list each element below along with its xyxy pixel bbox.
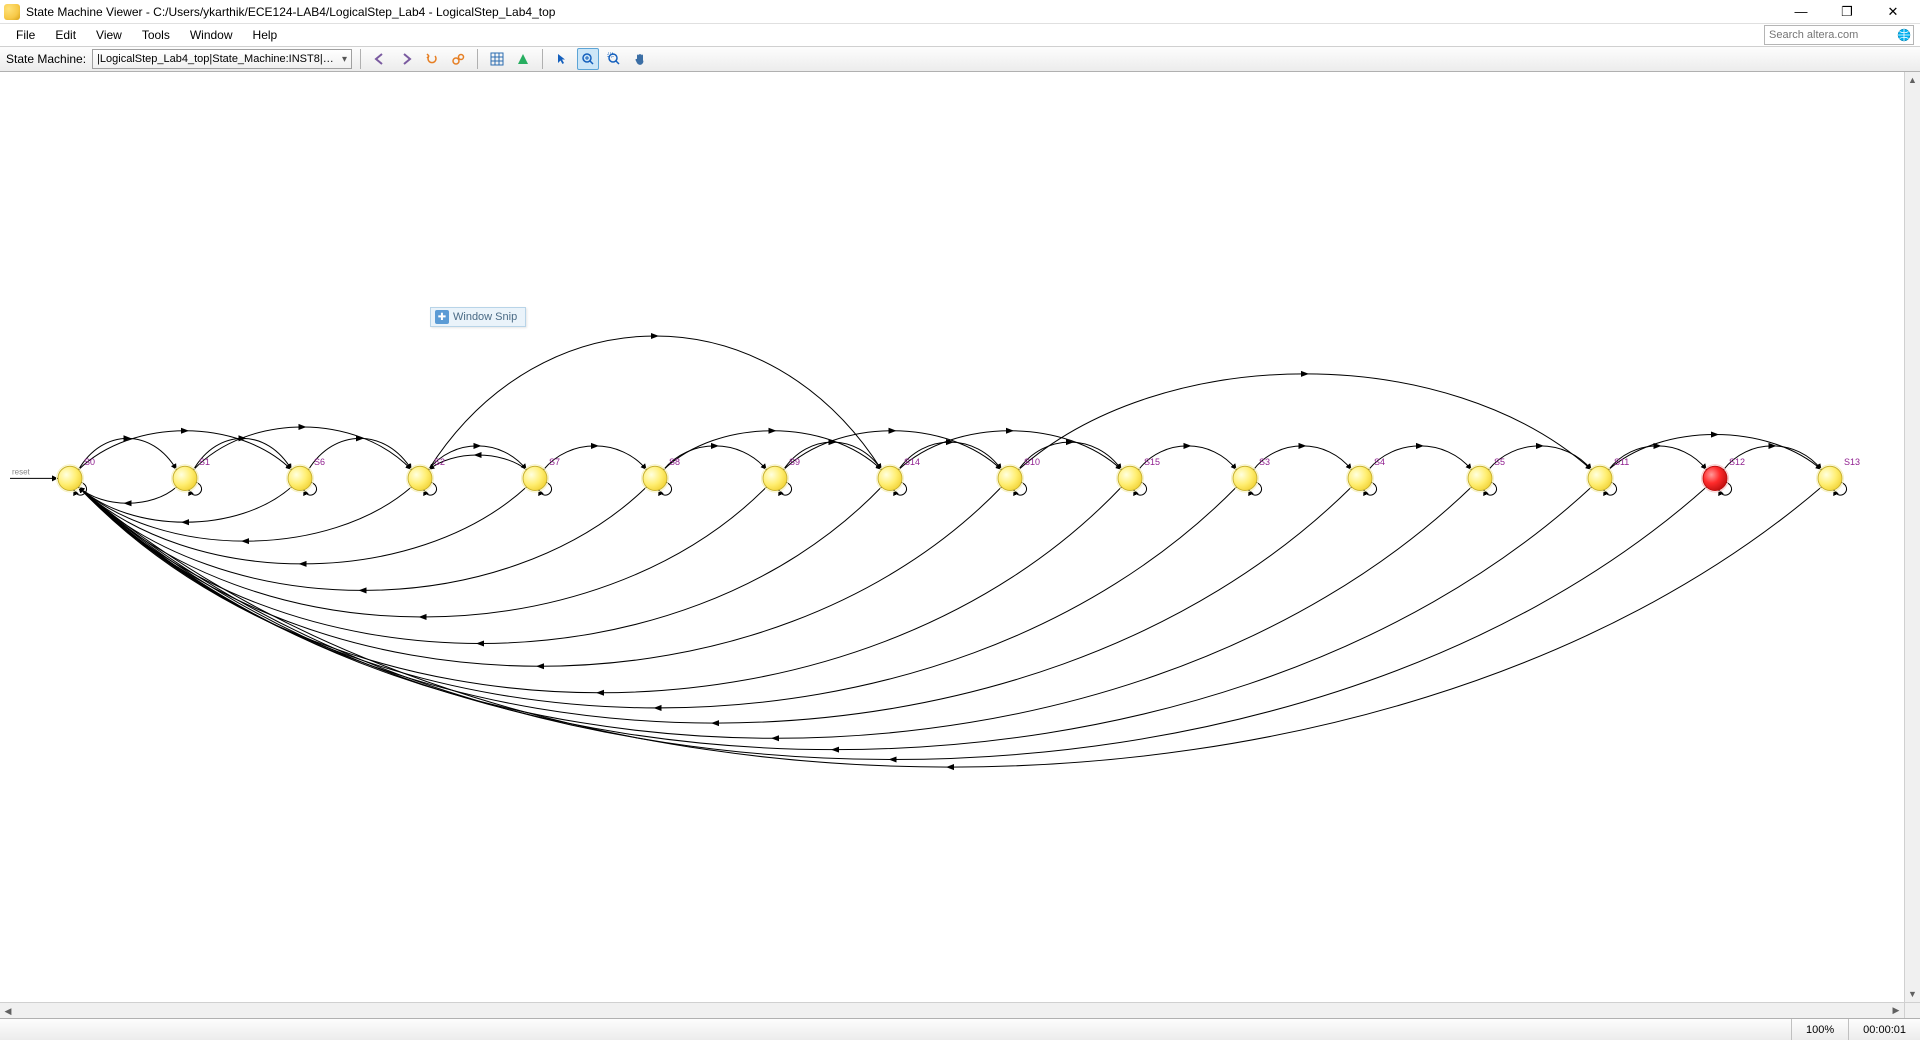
svg-text:S7: S7: [549, 457, 560, 467]
state-node-s10[interactable]: S10: [997, 457, 1040, 492]
search-box[interactable]: [1764, 25, 1914, 45]
forward-button[interactable]: [395, 48, 417, 70]
scroll-left-icon[interactable]: ◀: [0, 1004, 16, 1018]
svg-text:S2: S2: [434, 457, 445, 467]
svg-text:S13: S13: [1844, 457, 1860, 467]
status-time: 00:00:01: [1848, 1019, 1920, 1040]
toolbar: State Machine: |LogicalStep_Lab4_top|Sta…: [0, 46, 1920, 72]
scroll-corner: [1904, 1002, 1920, 1018]
title-bar: State Machine Viewer - C:/Users/ykarthik…: [0, 0, 1920, 24]
back-button[interactable]: [369, 48, 391, 70]
menu-edit[interactable]: Edit: [45, 25, 86, 45]
state-node-s1[interactable]: S1: [172, 457, 210, 492]
state-node-s13[interactable]: S13: [1817, 457, 1860, 492]
window-title: State Machine Viewer - C:/Users/ykarthik…: [26, 5, 555, 19]
pointer-button[interactable]: [551, 48, 573, 70]
canvas-area[interactable]: reset S0 S1 S6 S2 S7 S8 S9 S14 S10 S15 S3 S4 S5 S11 S1…: [0, 72, 1920, 1018]
state-diagram: reset S0 S1 S6 S2 S7 S8 S9 S14 S10 S15 S3 S4 S5 S11 S1…: [0, 72, 1904, 1002]
svg-text:S6: S6: [314, 457, 325, 467]
tooltip-text: Window Snip: [453, 311, 517, 323]
scroll-down-icon[interactable]: ▼: [1905, 986, 1920, 1002]
close-button[interactable]: ✕: [1870, 0, 1916, 24]
hand-button[interactable]: [629, 48, 651, 70]
state-node-s7[interactable]: S7: [522, 457, 560, 492]
state-node-s2[interactable]: S2: [407, 457, 445, 492]
vertical-scrollbar[interactable]: ▲ ▼: [1904, 72, 1920, 1002]
svg-text:S1: S1: [199, 457, 210, 467]
globe-icon: [1895, 26, 1913, 44]
svg-text:S4: S4: [1374, 457, 1385, 467]
menu-help[interactable]: Help: [243, 25, 288, 45]
grid-button[interactable]: [486, 48, 508, 70]
undo-button[interactable]: [421, 48, 443, 70]
svg-text:S12: S12: [1729, 457, 1745, 467]
svg-text:S0: S0: [84, 457, 95, 467]
horizontal-scrollbar[interactable]: ◀ ▶: [0, 1002, 1904, 1018]
menu-view[interactable]: View: [86, 25, 132, 45]
state-machine-combo[interactable]: |LogicalStep_Lab4_top|State_Machine:INST…: [92, 49, 352, 69]
zoom-area-button[interactable]: [603, 48, 625, 70]
cycle-button[interactable]: [447, 48, 469, 70]
menu-bar: FileEditViewToolsWindowHelp: [0, 24, 1920, 46]
status-zoom: 100%: [1791, 1019, 1848, 1040]
combo-value: |LogicalStep_Lab4_top|State_Machine:INST…: [97, 53, 337, 65]
svg-text:reset: reset: [12, 467, 31, 476]
minimize-button[interactable]: —: [1778, 0, 1824, 24]
svg-text:S8: S8: [669, 457, 680, 467]
status-bar: 100% 00:00:01: [0, 1018, 1920, 1040]
menu-window[interactable]: Window: [180, 25, 243, 45]
tooltip-window-snip: ✚ Window Snip: [430, 307, 526, 327]
state-node-s6[interactable]: S6: [287, 457, 325, 492]
svg-text:S3: S3: [1259, 457, 1270, 467]
menu-file[interactable]: File: [6, 25, 45, 45]
search-input[interactable]: [1765, 26, 1895, 44]
state-node-s9[interactable]: S9: [762, 457, 800, 492]
maximize-button[interactable]: ❐: [1824, 0, 1870, 24]
svg-text:S10: S10: [1024, 457, 1040, 467]
svg-text:S15: S15: [1144, 457, 1160, 467]
svg-text:S9: S9: [789, 457, 800, 467]
scroll-right-icon[interactable]: ▶: [1888, 1003, 1904, 1018]
state-node-s4[interactable]: S4: [1347, 457, 1385, 492]
state-node-s0[interactable]: S0: [57, 457, 95, 492]
triangle-button[interactable]: [512, 48, 534, 70]
toolbar-label: State Machine:: [4, 52, 88, 66]
snip-icon: ✚: [435, 310, 449, 324]
state-node-s14[interactable]: S14: [877, 457, 920, 492]
state-node-s11[interactable]: S11: [1587, 457, 1630, 492]
state-node-s3[interactable]: S3: [1232, 457, 1270, 492]
svg-text:S11: S11: [1614, 457, 1629, 467]
app-icon: [4, 4, 20, 20]
zoom-in-button[interactable]: [577, 48, 599, 70]
svg-text:S14: S14: [904, 457, 920, 467]
state-node-s12[interactable]: S12: [1702, 457, 1745, 492]
state-node-s15[interactable]: S15: [1117, 457, 1160, 492]
svg-text:S5: S5: [1494, 457, 1505, 467]
scroll-up-icon[interactable]: ▲: [1905, 72, 1920, 88]
menu-tools[interactable]: Tools: [132, 25, 180, 45]
state-node-s5[interactable]: S5: [1467, 457, 1505, 492]
state-node-s8[interactable]: S8: [642, 457, 680, 492]
